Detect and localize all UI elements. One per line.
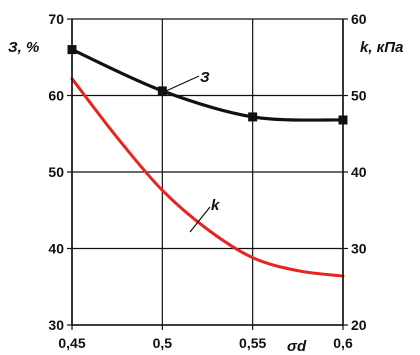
x-tick-label-2: 0,55: [239, 335, 266, 351]
left-tick-label-1: 40: [48, 241, 64, 257]
right-tick-label-1: 30: [351, 241, 367, 257]
series-label-z: З: [200, 69, 210, 86]
series-label-k: k: [211, 197, 220, 214]
right-tick-label-3: 50: [351, 88, 367, 104]
left-tick-label-0: 30: [48, 317, 64, 333]
series-label-k-leader: [189, 206, 211, 233]
series-line-0: [70, 48, 345, 122]
x-tick-label-3: 0,6: [333, 335, 353, 351]
x-tick-label-0: 0,45: [58, 335, 85, 351]
left-tick-label-3: 60: [48, 88, 64, 104]
right-axis-title: k, кПа: [360, 39, 403, 56]
grid: [71, 18, 344, 326]
x-axis-title: σd: [287, 338, 307, 355]
series-label-z-leader: [165, 75, 200, 92]
series-0-point-2: [248, 112, 258, 122]
right-tick-label-0: 20: [351, 317, 367, 333]
axis-ticks: 30 40 50 60 70 20 30 40 50 60 0,45 0,5 0,55 0,6: [48, 11, 366, 351]
left-axis-title: З, %: [8, 39, 39, 56]
left-tick-label-2: 50: [48, 164, 64, 180]
series-0-point-1: [157, 86, 167, 96]
series-lines: [70, 48, 345, 278]
left-tick-label-4: 70: [48, 11, 64, 27]
x-tick-label-1: 0,5: [153, 335, 173, 351]
series-line-1: [70, 77, 345, 278]
right-tick-label-4: 60: [351, 11, 367, 27]
right-tick-label-2: 40: [351, 164, 367, 180]
